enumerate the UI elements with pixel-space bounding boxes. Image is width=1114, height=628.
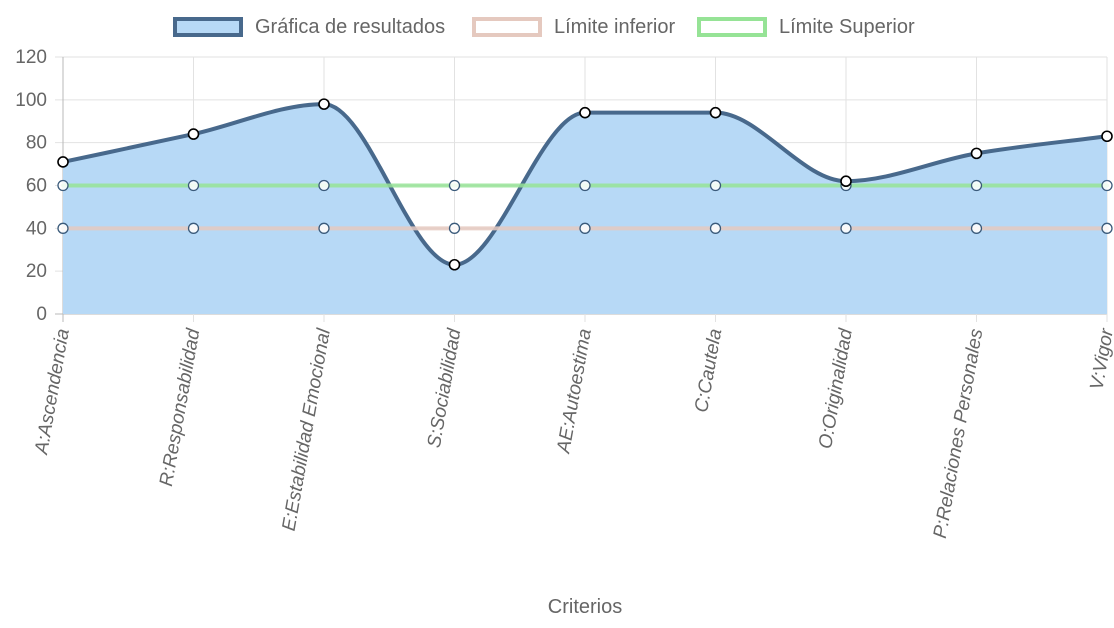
data-point-1[interactable] <box>448 222 461 234</box>
data-point-2[interactable] <box>187 179 200 192</box>
data-point-1[interactable] <box>1101 222 1113 234</box>
data-point-1[interactable] <box>970 222 983 234</box>
y-tick-label: 80 <box>26 133 47 154</box>
data-point-2[interactable] <box>579 179 591 192</box>
series-areas <box>63 104 1107 314</box>
y-tick-label: 40 <box>26 218 47 239</box>
x-tick-label: AE:Autoestima <box>553 327 596 455</box>
data-point-0[interactable] <box>1101 130 1113 143</box>
data-point-2[interactable] <box>1101 179 1113 192</box>
series-line-0 <box>61 102 1109 267</box>
x-tick-label: R:Responsabilidad <box>156 326 205 488</box>
data-point-1[interactable] <box>579 222 591 234</box>
data-point-0[interactable] <box>318 98 330 110</box>
data-point-0[interactable] <box>709 106 722 119</box>
x-tick-label: A:Ascendencia <box>31 327 74 456</box>
y-axis-ticks: 0 20 40 60 80 100 120 <box>15 47 47 325</box>
x-tick-label: S:Sociabilidad <box>424 326 466 450</box>
y-tick-label: 20 <box>26 261 47 282</box>
legend-label-limite-inferior: Límite inferior <box>554 15 676 38</box>
legend-swatch-limite-superior <box>697 17 767 37</box>
data-point-0[interactable] <box>970 147 983 160</box>
x-tick-label: O:Originalidad <box>815 326 857 451</box>
series-area-0 <box>63 104 1107 314</box>
legend-item-limite-superior[interactable]: Límite Superior <box>697 13 915 41</box>
data-point-0[interactable] <box>57 156 69 168</box>
data-point-2[interactable] <box>57 179 69 192</box>
x-tick-label: C:Cautela <box>691 327 726 414</box>
x-tick-label: V:Vigor <box>1087 327 1114 392</box>
data-points <box>57 98 1113 271</box>
data-point-1[interactable] <box>318 222 330 234</box>
data-point-0[interactable] <box>840 175 852 188</box>
y-tick-label: 0 <box>36 304 47 325</box>
legend-label-limite-superior: Límite Superior <box>779 15 915 38</box>
data-point-0[interactable] <box>187 128 200 140</box>
legend-swatch-resultados <box>173 17 243 37</box>
legend-swatch-limite-inferior <box>472 17 542 37</box>
x-axis-ticks: A:Ascendencia R:Responsabilidad E:Estabili… <box>31 326 1114 540</box>
x-axis-title: Criterios <box>548 596 622 618</box>
data-point-1[interactable] <box>709 222 722 234</box>
y-tick-label: 120 <box>15 47 47 68</box>
data-point-0[interactable] <box>448 258 461 271</box>
data-point-1[interactable] <box>187 222 200 234</box>
y-tick-label: 100 <box>15 90 47 111</box>
y-tick-label: 60 <box>26 176 47 197</box>
legend-label-resultados: Gráfica de resultados <box>255 15 446 38</box>
legend-item-limite-inferior[interactable]: Límite inferior <box>472 13 675 41</box>
x-tick-label: P:Relaciones Personales <box>930 327 988 540</box>
legend-item-resultados[interactable]: Gráfica de resultados <box>173 13 445 41</box>
data-point-0[interactable] <box>579 106 591 119</box>
data-point-2[interactable] <box>709 179 722 192</box>
data-point-2[interactable] <box>448 179 461 192</box>
chart-legend: Gráfica de resultados Límite inferior Lí… <box>0 13 1114 43</box>
x-tick-label: E:Estabilidad Emocional <box>279 326 335 532</box>
data-point-2[interactable] <box>970 179 983 192</box>
data-point-1[interactable] <box>57 222 69 234</box>
data-point-1[interactable] <box>840 222 852 234</box>
data-point-2[interactable] <box>318 179 330 192</box>
